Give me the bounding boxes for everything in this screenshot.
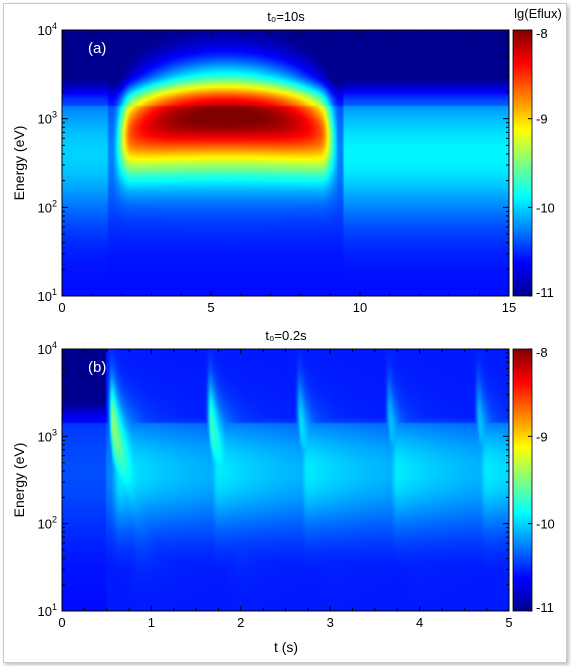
y-tick-label: 103 [38,427,57,444]
panel-a-title: t₀=10s [267,9,305,24]
colorbar-title: lg(Eflux) [514,6,562,21]
y-tick-exponent: 4 [52,21,57,31]
panel-a-heatmap [62,30,509,296]
panel-a-ylabel: Energy (eV) [11,126,27,201]
panel-a-heatmap-image [62,30,509,296]
y-tick-exponent: 2 [52,515,57,525]
colorbar-tick-label: -11 [536,285,554,300]
x-tick-label: 15 [502,300,516,315]
x-tick-label: 2 [237,615,244,630]
panel-b-heatmap-image [62,349,509,611]
y-tick-base: 10 [38,289,52,304]
y-tick-label: 101 [38,602,57,619]
x-tick-label: 0 [58,615,65,630]
panel-a-label: (a) [88,40,106,57]
panel-b-label: (b) [88,359,106,376]
y-tick-label: 102 [38,515,57,532]
panel-a-colorbar-ticks: -8 -9 -10 -11 [528,26,555,300]
y-tick-label: 104 [38,340,57,357]
x-tick-label: 5 [505,615,512,630]
x-tick-label: 4 [416,615,423,630]
y-tick-exponent: 3 [52,110,57,120]
panel-b-ylabel: Energy (eV) [11,443,27,518]
colorbar-tick-label: -10 [536,517,555,532]
y-tick-base: 10 [38,517,52,532]
colorbar-tick-label: -10 [536,200,555,215]
y-tick-base: 10 [38,23,52,38]
y-tick-label: 104 [38,21,57,38]
colorbar-tick-label: -8 [536,345,548,360]
panel-b-colorbar-ticks: -8 -9 -10 -11 [528,345,555,615]
colorbar-tick-label: -8 [536,26,548,41]
panel-b-colorbar [512,348,533,612]
y-tick-label: 102 [38,198,57,215]
x-tick-label: 5 [207,300,214,315]
x-tick-label: 10 [353,300,367,315]
panel-b-xlabel: t (s) [274,639,298,655]
panel-b-heatmap [62,349,509,611]
y-tick-label: 103 [38,110,57,127]
colorbar-tick-label: -11 [536,600,554,615]
colorbar-tick-label: -9 [536,112,548,127]
y-tick-base: 10 [38,200,52,215]
y-tick-exponent: 2 [52,198,57,208]
y-tick-base: 10 [38,604,52,619]
y-tick-base: 10 [38,429,52,444]
y-tick-exponent: 4 [52,340,57,350]
y-tick-base: 10 [38,342,52,357]
y-tick-exponent: 1 [52,287,57,297]
panel-a-colorbar [512,29,533,297]
colorbar-tick-label: -9 [536,429,548,444]
y-tick-exponent: 3 [52,427,57,437]
panel-b-title: t₀=0.2s [265,328,307,343]
y-tick-base: 10 [38,112,52,127]
x-tick-label: 3 [327,615,334,630]
panel-a-frame [61,29,510,297]
x-tick-label: 0 [58,300,65,315]
y-tick-label: 101 [38,287,57,304]
y-tick-exponent: 1 [52,602,57,612]
x-tick-label: 1 [148,615,155,630]
